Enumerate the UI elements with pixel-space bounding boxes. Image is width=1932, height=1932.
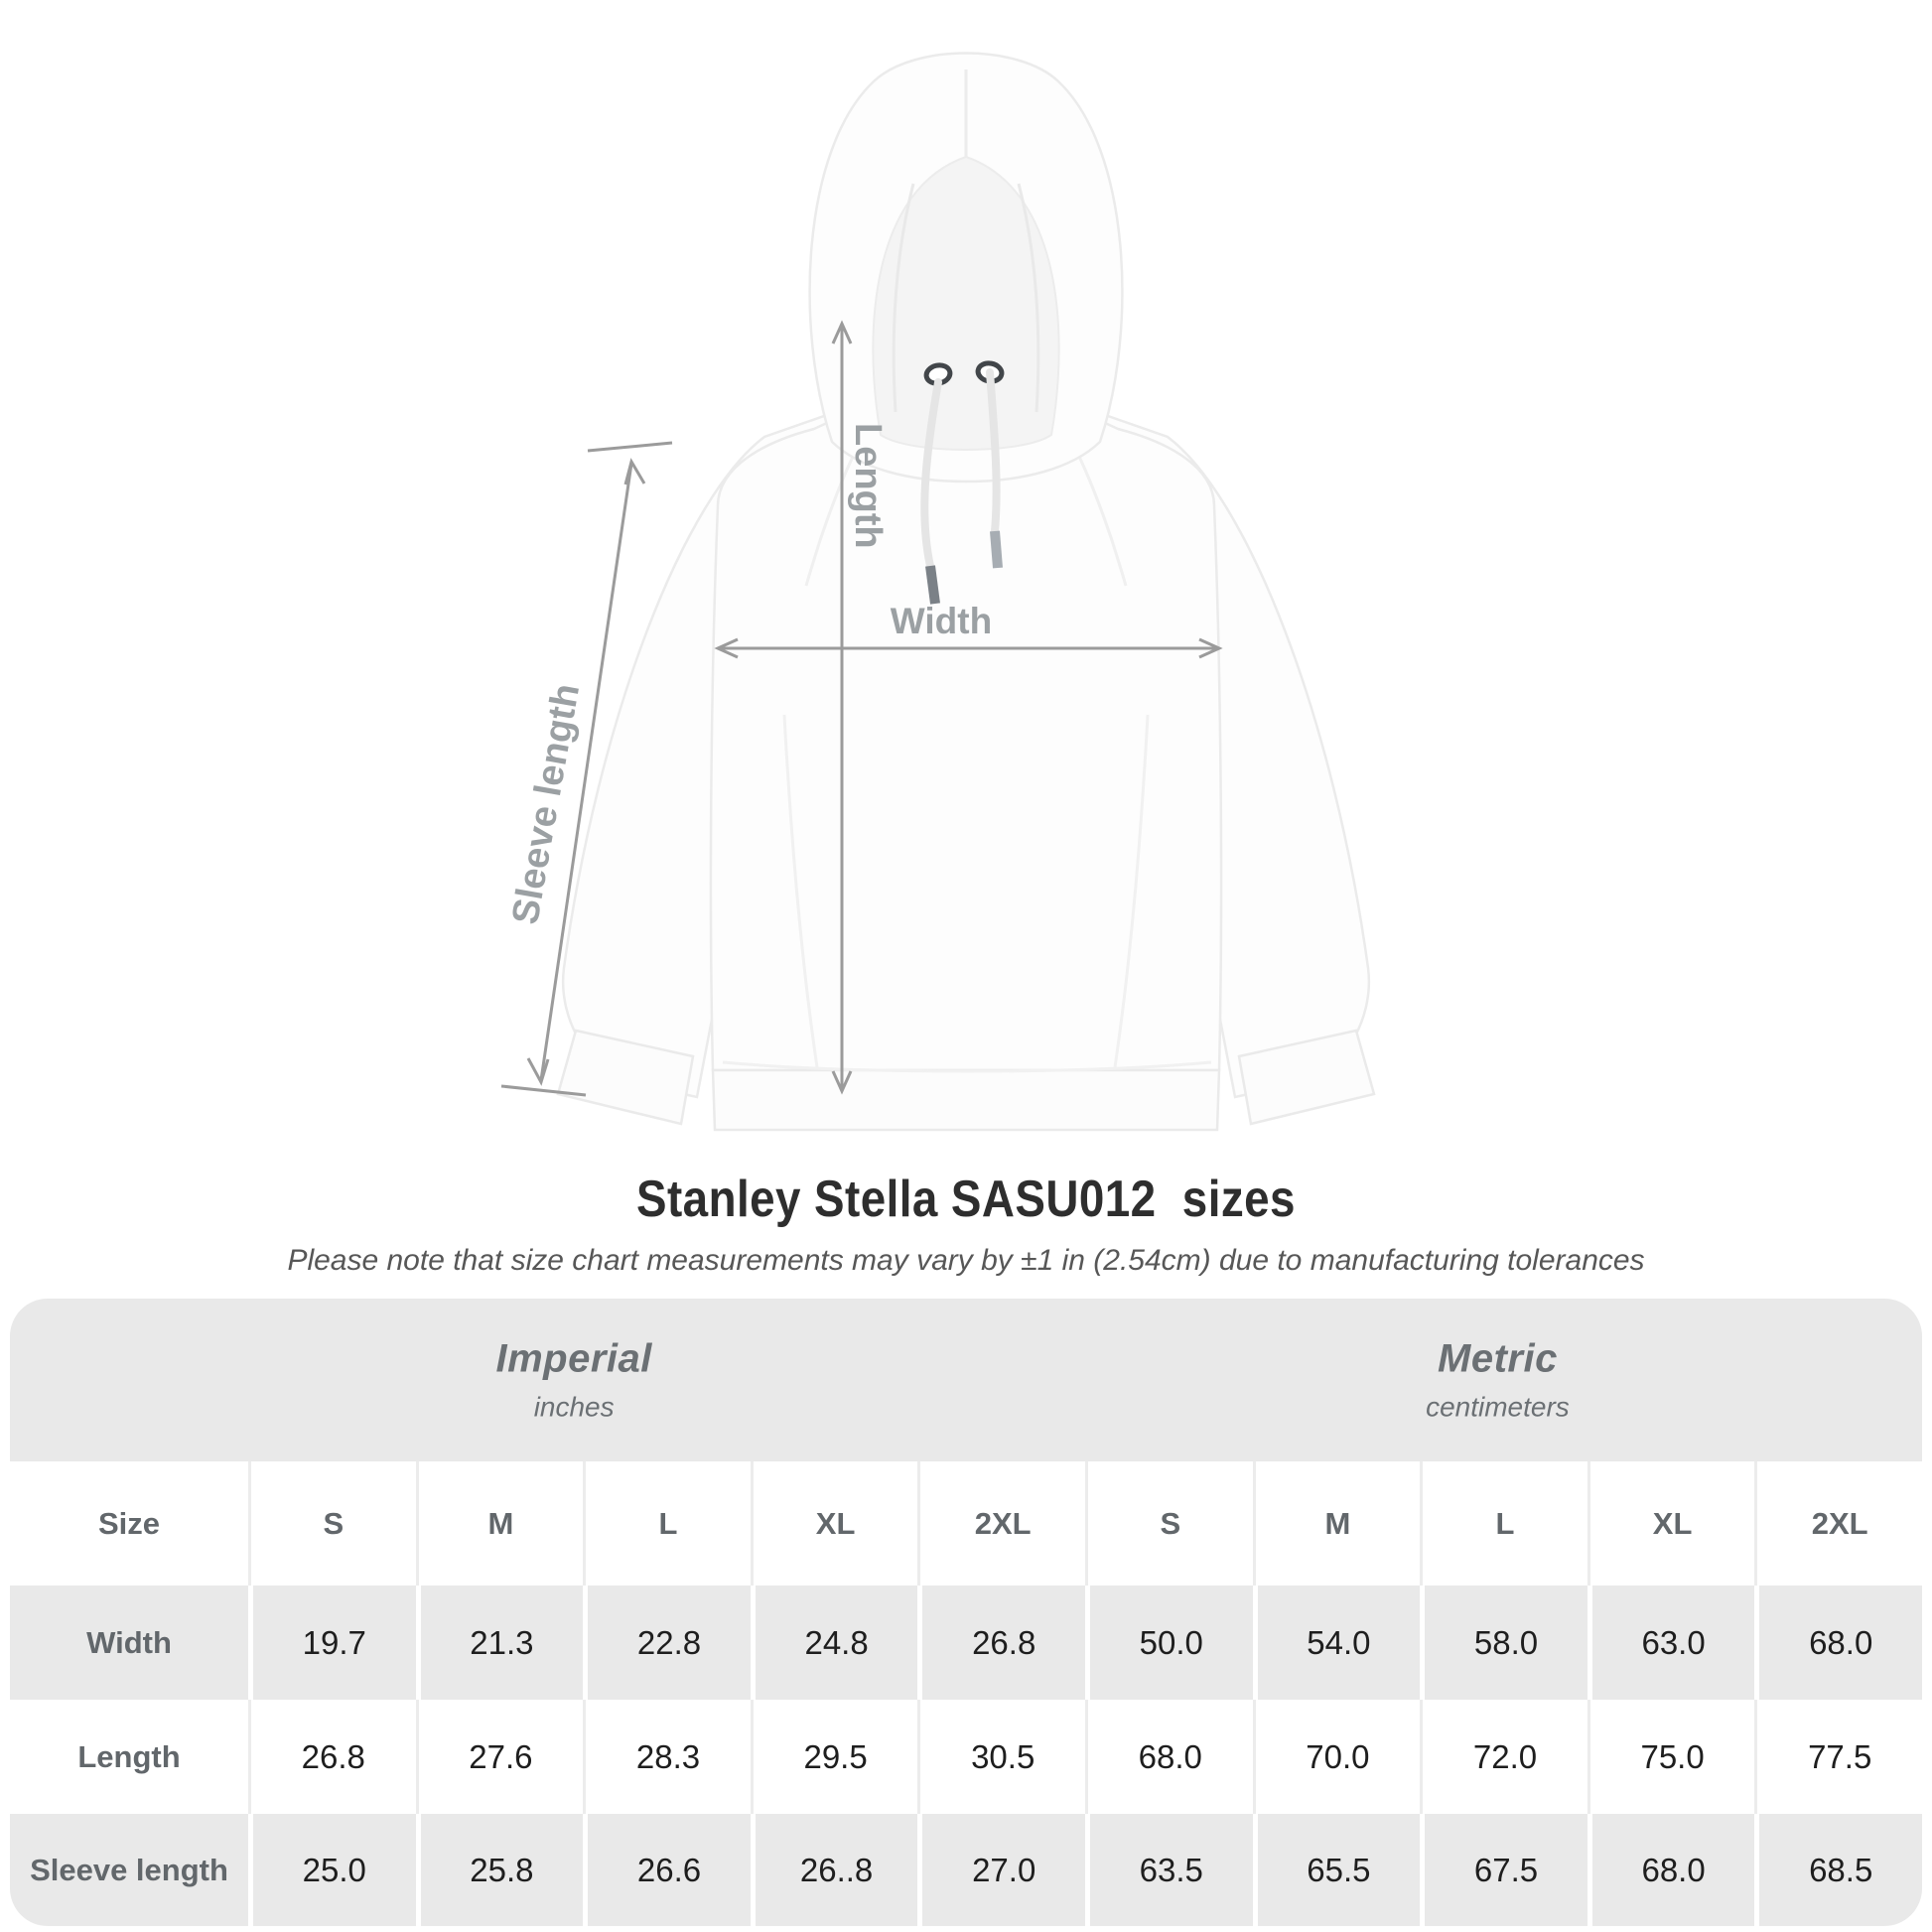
table-row-length: Length 26.8 27.6 28.3 29.5 30.5 68.0 70.…: [10, 1700, 1922, 1814]
col-header-imperial-s: S: [248, 1461, 416, 1586]
hoodie-right-cuff: [1237, 1029, 1376, 1126]
width-imperial-m: 21.3: [415, 1586, 584, 1700]
width-label: Width: [891, 601, 992, 641]
hood-fold-left: [892, 183, 915, 413]
hoodie-diagram-svg: Length Width Sleeve length: [500, 52, 1376, 1132]
metric-title: Metric: [1438, 1336, 1558, 1381]
length-metric-xl: 75.0: [1587, 1700, 1755, 1814]
width-metric-m: 54.0: [1252, 1586, 1421, 1700]
width-arrow: [714, 637, 1223, 659]
sleeve-imperial-m: 25.8: [415, 1814, 584, 1926]
width-metric-xl: 63.0: [1587, 1586, 1755, 1700]
sleeve-metric-l: 67.5: [1420, 1814, 1587, 1926]
pocket-seam-right: [1113, 714, 1150, 1068]
width-imperial-2xl: 26.8: [917, 1586, 1085, 1700]
metric-header: Metric centimeters: [1426, 1337, 1570, 1424]
sleeve-imperial-2xl: 27.0: [917, 1814, 1085, 1926]
imperial-title: Imperial: [495, 1336, 652, 1381]
col-header-imperial-xl: XL: [750, 1461, 918, 1586]
col-header-metric-xl: XL: [1587, 1461, 1755, 1586]
size-table: Imperial inches Metric centimeters Size …: [10, 1299, 1922, 1926]
col-header-metric-s: S: [1085, 1461, 1253, 1586]
table-row-width: Width 19.7 21.3 22.8 24.8 26.8 50.0 54.0…: [10, 1586, 1922, 1700]
hoodie-illustration: Length Width Sleeve length: [437, 30, 1499, 1162]
length-label: Length: [847, 423, 889, 549]
hoodie-hem-band: [711, 1068, 1221, 1132]
length-metric-m: 70.0: [1252, 1700, 1421, 1814]
width-imperial-s: 19.7: [248, 1586, 416, 1700]
length-arrow: [831, 320, 853, 1095]
width-metric-l: 58.0: [1420, 1586, 1587, 1700]
page-title: Stanley Stella SASU012 sizes: [636, 1171, 1296, 1228]
width-metric-2xl: 68.0: [1754, 1586, 1922, 1700]
table-row-sizes: Size S M L XL 2XL S M L XL 2XL: [10, 1461, 1922, 1586]
length-imperial-m: 27.6: [415, 1700, 584, 1814]
sleeve-metric-xl: 68.0: [1587, 1814, 1755, 1926]
width-imperial-l: 22.8: [583, 1586, 751, 1700]
length-metric-l: 72.0: [1420, 1700, 1587, 1814]
hood-fold-right: [1017, 183, 1040, 413]
sleeve-metric-m: 65.5: [1252, 1814, 1421, 1926]
col-header-metric-2xl: 2XL: [1754, 1461, 1922, 1586]
width-imperial-xl: 24.8: [750, 1586, 918, 1700]
pocket-seam-left: [782, 714, 819, 1068]
length-metric-s: 68.0: [1085, 1700, 1253, 1814]
imperial-header: Imperial inches: [495, 1337, 651, 1424]
length-imperial-xl: 29.5: [750, 1700, 918, 1814]
row-label-sleeve-length: Sleeve length: [10, 1814, 248, 1926]
size-column-header: Size: [97, 1505, 161, 1541]
length-imperial-2xl: 30.5: [917, 1700, 1085, 1814]
drawstring-left: [920, 378, 942, 570]
tolerance-note: Please note that size chart measurements…: [287, 1244, 1645, 1277]
length-imperial-l: 28.3: [583, 1700, 751, 1814]
col-header-imperial-m: M: [415, 1461, 584, 1586]
imperial-unit: inches: [533, 1391, 615, 1423]
aglet-right: [990, 530, 1003, 569]
unit-header-band: Imperial inches Metric centimeters: [10, 1299, 1922, 1461]
sleeve-length-arrow: [500, 441, 673, 1097]
hoodie-torso: [709, 395, 1223, 1072]
col-header-metric-l: L: [1420, 1461, 1587, 1586]
width-metric-s: 50.0: [1085, 1586, 1253, 1700]
row-label-length: Length: [77, 1738, 181, 1774]
col-header-imperial-2xl: 2XL: [917, 1461, 1085, 1586]
hood-opening: [872, 155, 1060, 451]
sleeve-metric-2xl: 68.5: [1754, 1814, 1922, 1926]
hoodie-left-cuff: [556, 1029, 695, 1126]
hem-seam: [722, 1060, 1212, 1073]
drawstring-right: [986, 368, 1001, 535]
table-row-sleeve-length: Sleeve length 25.0 25.8 26.6 26..8 27.0 …: [10, 1814, 1922, 1926]
sleeve-imperial-s: 25.0: [248, 1814, 416, 1926]
row-label-width: Width: [10, 1586, 248, 1700]
metric-unit: centimeters: [1426, 1391, 1570, 1423]
col-header-metric-m: M: [1252, 1461, 1421, 1586]
length-imperial-s: 26.8: [248, 1700, 416, 1814]
sleeve-metric-s: 63.5: [1085, 1814, 1253, 1926]
sleeve-imperial-l: 26.6: [583, 1814, 751, 1926]
length-metric-2xl: 77.5: [1754, 1700, 1922, 1814]
col-header-imperial-l: L: [583, 1461, 751, 1586]
sleeve-imperial-xl: 26..8: [750, 1814, 918, 1926]
aglet-left: [925, 565, 940, 605]
